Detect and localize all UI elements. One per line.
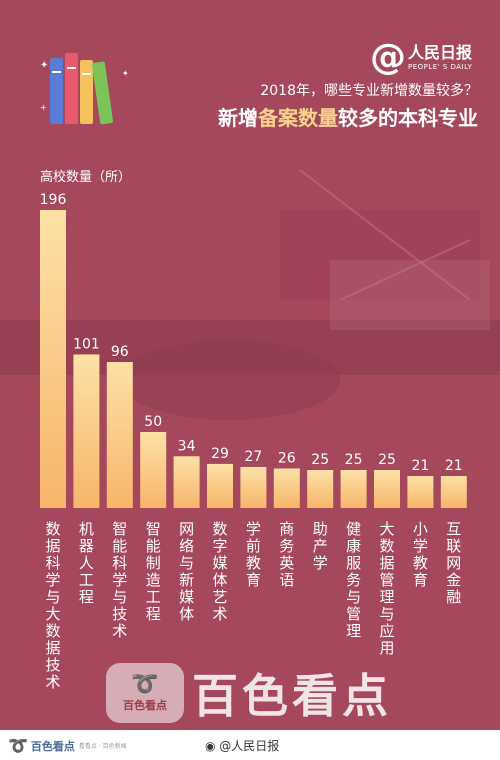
bar-10 (374, 469, 400, 508)
category-label: 大数据管理与应用 (379, 520, 394, 657)
bar-value-label: 196 (40, 192, 67, 208)
category-label: 助产学 (313, 520, 328, 572)
bar-value-label: 96 (111, 344, 129, 360)
svg-text:✦: ✦ (122, 69, 129, 78)
title-prefix: 新增 (218, 106, 258, 130)
watermark-badge: ➰ 百色看点 (106, 663, 184, 723)
swirl-icon: ➰ (131, 672, 159, 697)
peoples-daily-logo: @ 人民日报 PEOPLE' S DAILY (370, 40, 472, 76)
watermark-large-text: 百色看点 (192, 669, 392, 723)
category-label: 网络与新媒体 (179, 520, 194, 623)
title-highlight: 备案数量 (258, 106, 338, 130)
logo-name: 人民日报 (408, 43, 473, 62)
bar-value-label: 25 (345, 452, 363, 468)
footer-brand: ➰ 百色看点 看看点 · 百色新闻 (8, 736, 127, 755)
bar-value-label: 101 (73, 336, 100, 352)
bar-9 (340, 469, 367, 508)
footer: ➰ 百色看点 看看点 · 百色新闻 ◉ @人民日报 (0, 730, 500, 760)
category-label: 健康服务与管理 (346, 520, 361, 640)
bar-value-label: 26 (278, 450, 296, 466)
bar-8 (307, 469, 334, 508)
bar-value-label: 25 (378, 452, 396, 468)
at-icon: @ (370, 37, 406, 78)
category-label: 学前教育 (246, 520, 261, 589)
svg-text:+: + (40, 103, 47, 112)
y-axis-label: 高校数量（所） (40, 170, 132, 185)
watermark: ➰ 百色看点 百色看点 (106, 660, 392, 726)
bar-12 (440, 476, 467, 508)
background-decoration (0, 169, 500, 420)
watermark-small-text: 百色看点 (123, 699, 167, 712)
weibo-icon: ◉ (205, 739, 220, 753)
category-label: 数字媒体艺术 (212, 520, 227, 623)
svg-text:✦: ✦ (40, 60, 48, 71)
footer-brand-name: 百色看点 (30, 739, 75, 753)
poster: ✦ ✦ + @ 人民日报 PEOPLE' S DAILY 2018年，哪些专业新… (0, 0, 500, 730)
bar-11 (407, 476, 434, 508)
footer-brand-tagline: 看看点 · 百色新闻 (78, 743, 127, 750)
bar-3 (140, 431, 167, 508)
bar-5 (207, 463, 233, 508)
bar-1 (73, 354, 100, 508)
bar-0 (40, 210, 66, 508)
chart-subtitle: 2018年，哪些专业新增数量较多？ (260, 83, 478, 99)
bar-value-label: 29 (211, 446, 229, 462)
bar-4 (173, 456, 200, 508)
bar-value-label: 50 (144, 414, 162, 430)
bar-value-label: 34 (178, 438, 196, 454)
category-label: 数据科学与大数据技术 (45, 520, 60, 691)
bar-value-label: 27 (244, 449, 262, 465)
logo-english: PEOPLE' S DAILY (408, 63, 473, 71)
category-label: 小学教育 (413, 520, 428, 589)
weibo-handle[interactable]: ◉ @人民日报 (205, 737, 279, 754)
bar-value-label: 25 (311, 452, 329, 468)
swirl-icon: ➰ (8, 736, 28, 755)
bar-7 (273, 468, 300, 508)
category-label: 互联网金融 (446, 520, 461, 606)
title-suffix: 较多的本科专业 (338, 106, 478, 130)
bar-value-label: 21 (411, 458, 429, 474)
chart-title: 新增备案数量较多的本科专业 (218, 102, 478, 131)
bar-value-label: 21 (445, 458, 463, 474)
bar-2 (106, 362, 133, 508)
category-label: 智能制造工程 (146, 520, 161, 623)
bar-chart: 196 数据科学与大数据技术 101 机器人工程 96 智能科学与技术 50 智能制造工程 34… (40, 192, 467, 691)
category-label: 商务英语 (279, 520, 294, 589)
category-label: 机器人工程 (79, 520, 94, 606)
category-label: 智能科学与技术 (112, 520, 127, 640)
weibo-handle-text: @人民日报 (219, 739, 280, 753)
bar-6 (240, 466, 267, 508)
books-icon: ✦ ✦ + (40, 53, 129, 125)
